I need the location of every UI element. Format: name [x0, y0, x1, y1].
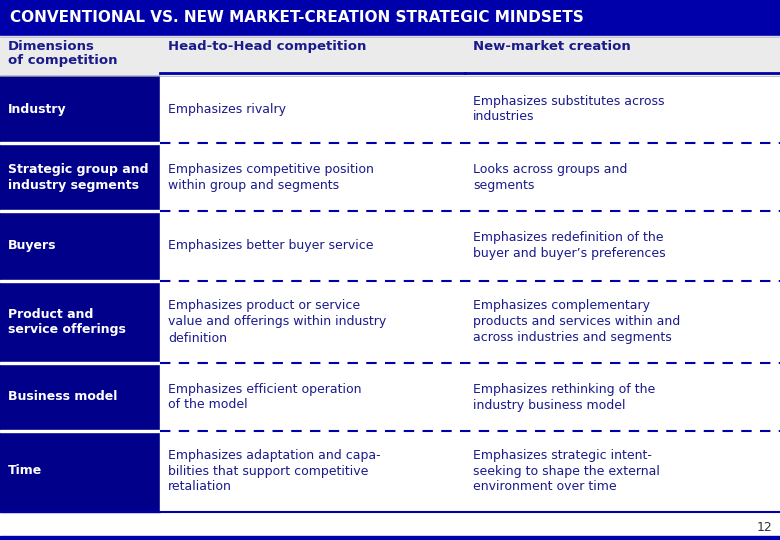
Text: of competition: of competition — [8, 54, 118, 67]
Text: Dimensions: Dimensions — [8, 40, 95, 53]
Text: Emphasizes complementary
products and services within and
across industries and : Emphasizes complementary products and se… — [473, 300, 680, 345]
Text: CONVENTIONAL VS. NEW MARKET-CREATION STRATEGIC MINDSETS: CONVENTIONAL VS. NEW MARKET-CREATION STR… — [10, 10, 583, 25]
Bar — [0, 364, 160, 432]
Bar — [0, 282, 160, 364]
Bar — [0, 210, 160, 212]
Bar — [465, 432, 780, 512]
Text: Emphasizes better buyer service: Emphasizes better buyer service — [168, 240, 374, 253]
Bar — [465, 76, 780, 144]
Text: Product and
service offerings: Product and service offerings — [8, 307, 126, 336]
Text: Emphasizes redefinition of the
buyer and buyer’s preferences: Emphasizes redefinition of the buyer and… — [473, 232, 665, 260]
Text: Emphasizes substitutes across
industries: Emphasizes substitutes across industries — [473, 94, 665, 124]
Text: Emphasizes rethinking of the
industry business model: Emphasizes rethinking of the industry bu… — [473, 382, 655, 411]
Text: Buyers: Buyers — [8, 240, 56, 253]
Bar — [0, 76, 160, 144]
Bar — [160, 364, 465, 432]
Bar — [0, 142, 160, 144]
Bar — [0, 280, 160, 282]
Text: Looks across groups and
segments: Looks across groups and segments — [473, 163, 627, 192]
Text: Business model: Business model — [8, 390, 117, 403]
Text: Industry: Industry — [8, 103, 66, 116]
Bar — [0, 212, 160, 282]
Bar — [0, 36, 780, 76]
Text: Emphasizes product or service
value and offerings within industry
definition: Emphasizes product or service value and … — [168, 300, 386, 345]
Bar — [160, 144, 465, 212]
Text: Emphasizes efficient operation
of the model: Emphasizes efficient operation of the mo… — [168, 382, 361, 411]
Bar — [160, 282, 465, 364]
Bar — [465, 212, 780, 282]
Bar — [0, 430, 160, 432]
Bar — [0, 432, 160, 512]
Text: 12: 12 — [757, 521, 772, 534]
Bar — [465, 282, 780, 364]
Bar — [465, 144, 780, 212]
Text: Emphasizes strategic intent-
seeking to shape the external
environment over time: Emphasizes strategic intent- seeking to … — [473, 449, 660, 494]
Text: Strategic group and
industry segments: Strategic group and industry segments — [8, 163, 148, 192]
Bar — [160, 212, 465, 282]
Bar — [0, 144, 160, 212]
Text: Emphasizes competitive position
within group and segments: Emphasizes competitive position within g… — [168, 163, 374, 192]
Text: Time: Time — [8, 464, 42, 477]
Bar — [160, 432, 465, 512]
Bar — [0, 362, 160, 364]
Bar — [0, 0, 780, 36]
Text: New-market creation: New-market creation — [473, 40, 631, 53]
Bar — [160, 76, 465, 144]
Text: Emphasizes adaptation and capa-
bilities that support competitive
retaliation: Emphasizes adaptation and capa- bilities… — [168, 449, 381, 494]
Bar — [465, 364, 780, 432]
Bar — [0, 536, 780, 540]
Text: Emphasizes rivalry: Emphasizes rivalry — [168, 103, 286, 116]
Text: Head-to-Head competition: Head-to-Head competition — [168, 40, 367, 53]
